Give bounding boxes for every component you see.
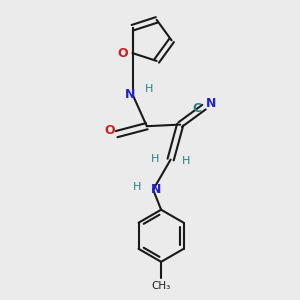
Text: C: C	[192, 102, 202, 115]
Text: N: N	[125, 88, 135, 101]
Text: O: O	[104, 124, 115, 137]
Text: H: H	[182, 156, 190, 166]
Text: CH₃: CH₃	[152, 281, 171, 291]
Text: H: H	[133, 182, 142, 191]
Text: N: N	[206, 98, 216, 110]
Text: N: N	[151, 183, 161, 196]
Text: H: H	[145, 84, 153, 94]
Text: O: O	[118, 46, 128, 60]
Text: H: H	[151, 154, 160, 164]
